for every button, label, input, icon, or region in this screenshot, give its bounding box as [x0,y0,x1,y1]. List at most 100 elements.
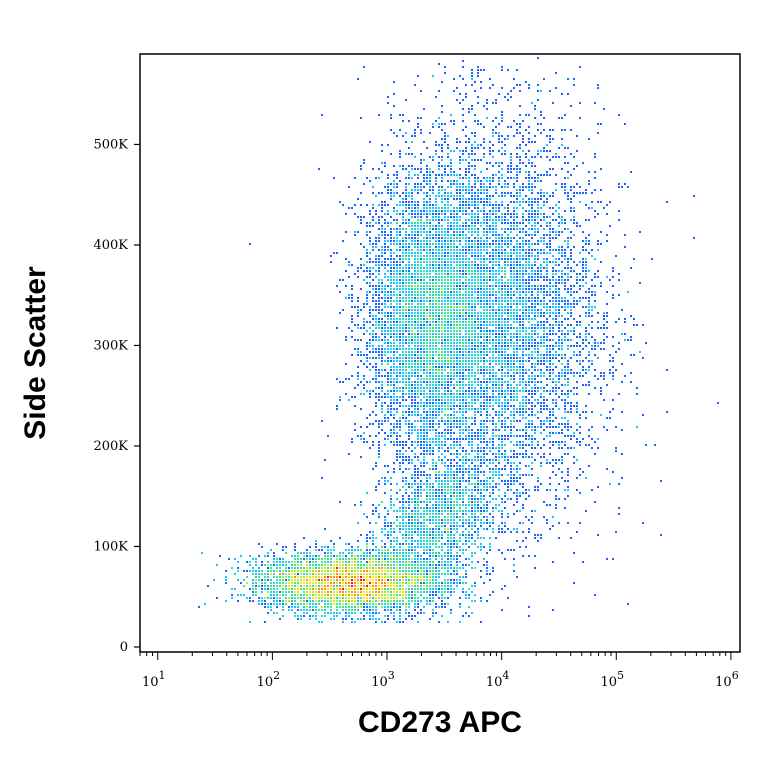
event-dot [396,210,398,212]
event-dot [288,585,290,587]
event-dot [396,357,398,359]
event-dot [360,426,362,428]
event-dot [399,339,401,341]
event-dot [423,285,425,287]
event-dot [447,186,449,188]
event-dot [450,261,452,263]
event-dot [246,570,248,572]
event-dot [402,255,404,257]
event-dot [504,351,506,353]
event-dot [384,288,386,290]
event-dot [267,603,269,605]
event-dot [417,117,419,119]
event-dot [468,282,470,284]
event-dot [447,417,449,419]
event-dot [465,315,467,317]
event-dot [426,204,428,206]
event-dot [486,270,488,272]
event-dot [510,360,512,362]
event-dot [465,351,467,353]
event-dot [447,396,449,398]
event-dot [603,342,605,344]
event-dot [411,249,413,251]
event-dot [483,339,485,341]
event-dot [459,396,461,398]
event-dot [483,396,485,398]
event-dot [297,555,299,557]
event-dot [447,567,449,569]
event-dot [459,576,461,578]
event-dot [300,552,302,554]
event-dot [405,456,407,458]
event-dot [501,306,503,308]
event-dot [255,570,257,572]
event-dot [354,606,356,608]
event-dot [393,276,395,278]
event-dot [453,270,455,272]
event-dot [411,354,413,356]
event-dot [492,288,494,290]
event-dot [375,303,377,305]
event-dot [444,351,446,353]
event-dot [270,573,272,575]
event-dot [297,585,299,587]
event-dot [375,405,377,407]
event-dot [426,285,428,287]
event-dot [429,201,431,203]
event-dot [480,360,482,362]
event-dot [468,378,470,380]
event-dot [477,231,479,233]
event-dot [375,393,377,395]
event-dot [441,339,443,341]
event-dot [453,342,455,344]
event-dot [408,585,410,587]
event-dot [384,552,386,554]
event-dot [378,612,380,614]
event-dot [267,591,269,593]
event-dot [471,264,473,266]
event-dot [408,366,410,368]
event-dot [468,474,470,476]
event-dot [339,585,341,587]
event-dot [417,327,419,329]
event-dot [369,570,371,572]
event-dot [423,567,425,569]
event-dot [396,327,398,329]
event-dot [363,438,365,440]
event-dot [375,357,377,359]
event-dot [459,468,461,470]
event-dot [291,609,293,611]
event-dot [489,267,491,269]
event-dot [342,576,344,578]
event-dot [369,327,371,329]
event-dot [453,282,455,284]
event-dot [408,153,410,155]
event-dot [447,579,449,581]
event-dot [456,300,458,302]
event-dot [363,585,365,587]
event-dot [270,579,272,581]
event-dot [450,192,452,194]
event-dot [462,189,464,191]
event-dot [375,318,377,320]
event-dot [429,285,431,287]
event-dot [381,333,383,335]
event-dot [288,570,290,572]
event-dot [444,486,446,488]
event-dot [285,591,287,593]
event-dot [486,297,488,299]
event-dot [405,357,407,359]
event-dot [543,420,545,422]
event-dot [306,567,308,569]
event-dot [414,585,416,587]
event-dot [510,279,512,281]
event-dot [270,549,272,551]
event-dot [396,204,398,206]
event-dot [435,141,437,143]
event-dot [387,279,389,281]
event-dot [462,369,464,371]
event-dot [537,258,539,260]
event-dot [498,285,500,287]
event-dot [393,354,395,356]
event-dot [309,615,311,617]
